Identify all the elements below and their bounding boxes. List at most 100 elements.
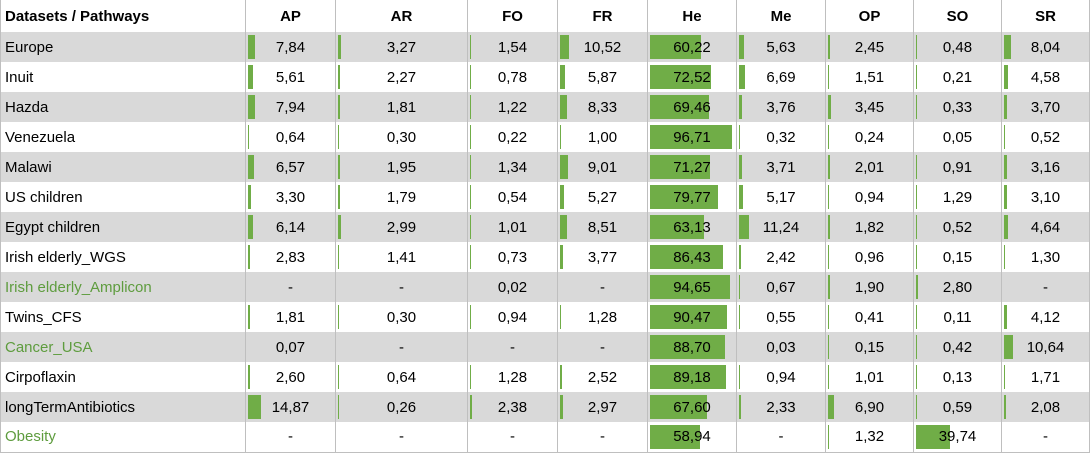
data-bar xyxy=(650,65,712,89)
cell: 1,71 xyxy=(1001,362,1090,392)
cell: 1,51 xyxy=(825,62,914,92)
cell: 3,30 xyxy=(245,182,336,212)
data-bar xyxy=(560,365,563,389)
cell: 0,94 xyxy=(825,182,914,212)
table-row: Twins_CFS 1,81 0,30 0,94 1,28 90,47 0,55 0,41 0,… xyxy=(0,302,1090,332)
cell: 9,01 xyxy=(557,152,648,182)
data-bar xyxy=(560,215,568,239)
cell-value: - xyxy=(510,428,515,446)
cell-value: 6,90 xyxy=(854,398,885,416)
cell-value: 1,54 xyxy=(497,38,528,56)
cell-value: 7,84 xyxy=(275,38,306,56)
data-bar xyxy=(739,215,749,239)
data-bar xyxy=(828,215,830,239)
table-row: US children 3,30 1,79 0,54 5,27 79,77 5,17 0,94… xyxy=(0,182,1090,212)
data-bar xyxy=(739,185,744,209)
data-bar xyxy=(470,365,472,389)
data-bar xyxy=(338,35,341,59)
cell: 3,27 xyxy=(335,32,468,62)
cell-value: 3,30 xyxy=(275,188,306,206)
data-bar xyxy=(248,365,251,389)
data-bar xyxy=(1004,395,1006,419)
cell: 2,99 xyxy=(335,212,468,242)
cell-value: 1,22 xyxy=(497,98,528,116)
row-label: Cirpoflaxin xyxy=(0,362,246,392)
cell-value: 1,28 xyxy=(497,368,528,386)
cell-value: 63,13 xyxy=(673,218,711,236)
cell: 3,16 xyxy=(1001,152,1090,182)
data-bar xyxy=(338,95,340,119)
cell-value: 4,64 xyxy=(1030,218,1061,236)
row-label: Irish elderly_Amplicon xyxy=(0,272,246,302)
cell: 2,33 xyxy=(736,392,826,422)
cell: 7,94 xyxy=(245,92,336,122)
cell: 1,54 xyxy=(467,32,558,62)
cell: 0,42 xyxy=(913,332,1002,362)
cell-value: 79,77 xyxy=(673,188,711,206)
cell: 0,52 xyxy=(913,212,1002,242)
cell-value: 8,04 xyxy=(1030,38,1061,56)
cell-value: 0,15 xyxy=(854,338,885,356)
cell: 4,58 xyxy=(1001,62,1090,92)
cell-value: 2,45 xyxy=(854,38,885,56)
row-label: Cancer_USA xyxy=(0,332,246,362)
cell: 7,84 xyxy=(245,32,336,62)
data-bar xyxy=(248,35,255,59)
data-bar xyxy=(560,125,561,149)
cell: 1,01 xyxy=(467,212,558,242)
cell: - xyxy=(1001,422,1090,452)
cell: 6,14 xyxy=(245,212,336,242)
cell-value: 2,38 xyxy=(497,398,528,416)
cell-value: 0,15 xyxy=(942,248,973,266)
data-bar xyxy=(338,65,340,89)
cell: 72,52 xyxy=(647,62,737,92)
cell-value: 67,60 xyxy=(673,398,711,416)
cell: 0,13 xyxy=(913,362,1002,392)
cell: 11,24 xyxy=(736,212,826,242)
cell: - xyxy=(245,272,336,302)
cell: - xyxy=(335,272,468,302)
cell: 1,34 xyxy=(467,152,558,182)
table-body: Europe 7,84 3,27 1,54 10,52 60,22 5,63 2,45 0,48… xyxy=(0,32,1090,452)
cell-value: - xyxy=(778,428,784,446)
row-label: longTermAntibiotics xyxy=(0,392,246,422)
cell-value: 1,71 xyxy=(1030,368,1061,386)
cell: 63,13 xyxy=(647,212,737,242)
row-label: Malawi xyxy=(0,152,246,182)
data-bar xyxy=(916,425,950,449)
cell-value: 6,14 xyxy=(275,218,306,236)
data-bar xyxy=(470,215,471,239)
data-bar xyxy=(338,155,340,179)
table-row: Irish elderly_WGS 2,83 1,41 0,73 3,77 86,43 2,… xyxy=(0,242,1090,272)
cell-value: 5,61 xyxy=(275,68,306,86)
cell-value: 2,99 xyxy=(386,218,417,236)
data-bar xyxy=(1004,35,1011,59)
cell: 0,52 xyxy=(1001,122,1090,152)
cell-value: 1,82 xyxy=(854,218,885,236)
cell: 0,03 xyxy=(736,332,826,362)
cell: - xyxy=(245,422,336,452)
cell: 0,30 xyxy=(335,122,468,152)
cell-value: 0,78 xyxy=(497,68,528,86)
cell: 0,15 xyxy=(913,242,1002,272)
cell-value: 0,02 xyxy=(497,278,528,296)
cell: 0,94 xyxy=(467,302,558,332)
cell-value: 5,17 xyxy=(766,188,796,206)
cell: 1,81 xyxy=(335,92,468,122)
cell-value: 0,73 xyxy=(497,248,528,266)
data-bar xyxy=(248,65,253,89)
cell: 1,00 xyxy=(557,122,648,152)
cell: 0,05 xyxy=(913,122,1002,152)
data-bar xyxy=(916,395,917,419)
column-header: FO xyxy=(467,0,558,32)
cell-value: 1,01 xyxy=(854,368,885,386)
cell: - xyxy=(736,422,826,452)
data-bar xyxy=(248,395,261,419)
cell: 10,52 xyxy=(557,32,648,62)
column-header: FR xyxy=(557,0,648,32)
data-bar xyxy=(650,365,726,389)
data-bar xyxy=(248,215,254,239)
cell-value: 0,33 xyxy=(942,98,973,116)
